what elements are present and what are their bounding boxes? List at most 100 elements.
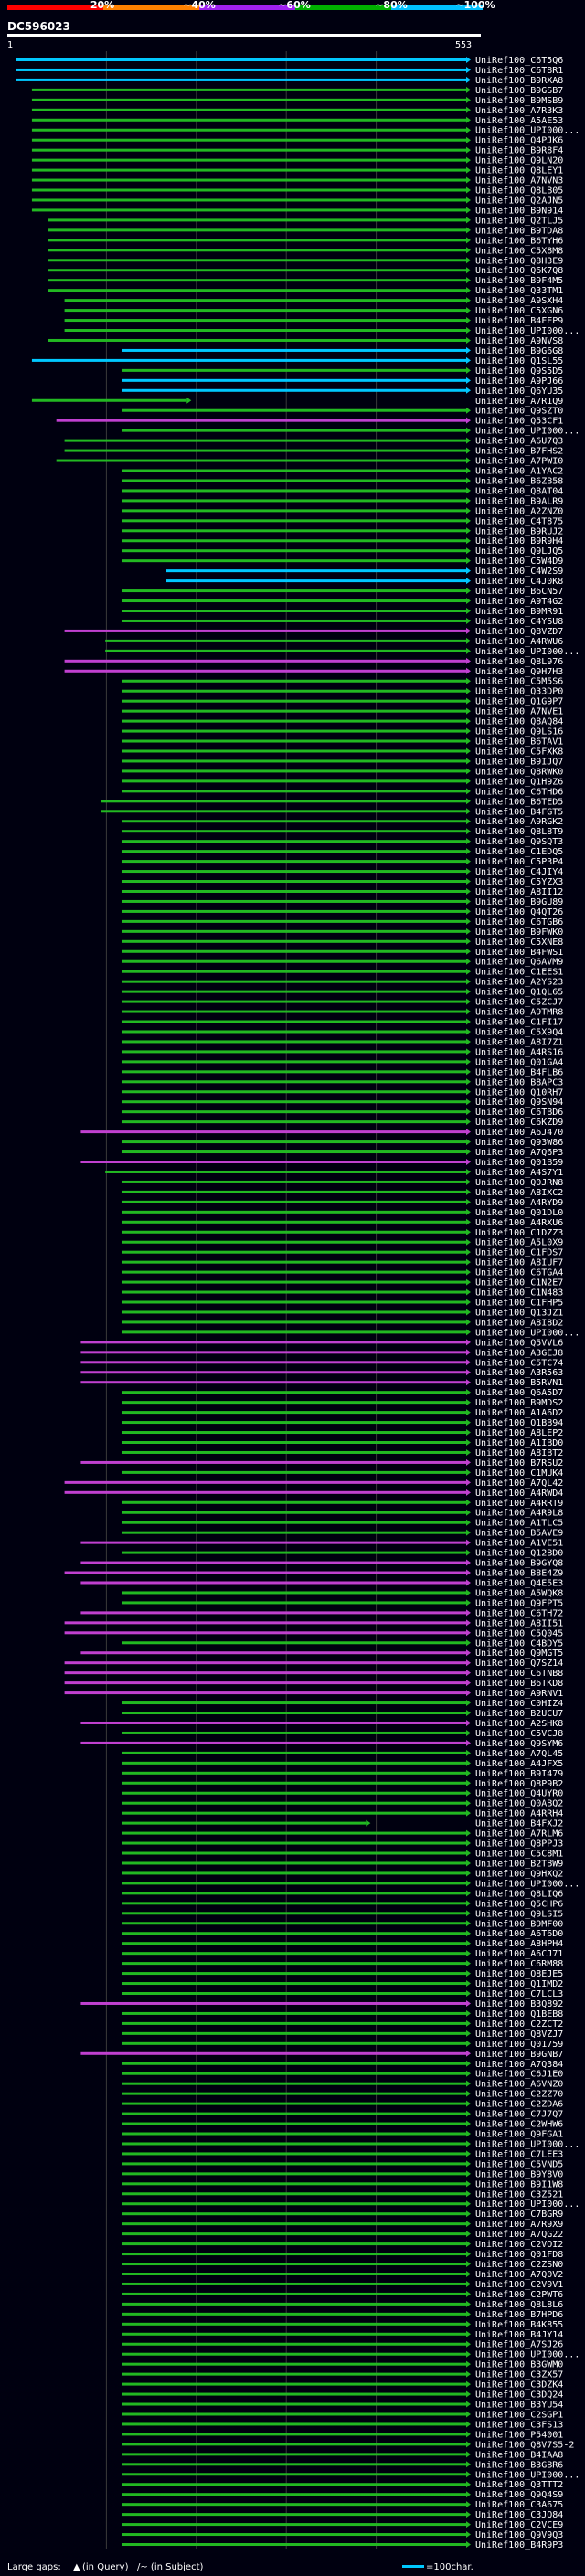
hit-label[interactable]: UniRef100_B3Q892 <box>475 1999 563 2009</box>
hit-bar[interactable] <box>121 1591 466 1595</box>
hit-label[interactable]: UniRef100_Q13JZ1 <box>475 1308 563 1318</box>
hit-bar[interactable] <box>121 2412 466 2416</box>
hit-row[interactable]: UniRef100_C3FS13 <box>121 2420 563 2430</box>
hit-bar[interactable] <box>64 1480 466 1484</box>
hit-label[interactable]: UniRef100_A4JFX5 <box>475 1759 563 1769</box>
hit-row[interactable]: UniRef100_C5VCJ8 <box>121 1729 563 1739</box>
hit-bar[interactable] <box>121 860 466 864</box>
hit-bar[interactable] <box>121 348 466 352</box>
hit-row[interactable]: UniRef100_B9F4M5 <box>48 276 564 286</box>
hit-bar[interactable] <box>121 2072 466 2075</box>
hit-bar[interactable] <box>80 1721 467 1724</box>
hit-bar[interactable] <box>64 1691 466 1695</box>
hit-row[interactable]: UniRef100_C4J0K8 <box>166 577 563 587</box>
hit-bar[interactable] <box>48 338 467 342</box>
hit-row[interactable]: UniRef100_B9MSB9 <box>31 96 563 106</box>
hit-row[interactable]: UniRef100_B4FXJ2 <box>121 1819 563 1829</box>
hit-label[interactable]: UniRef100_Q6K7Q8 <box>475 266 563 276</box>
hit-label[interactable]: UniRef100_C2ZZ70 <box>475 2090 563 2100</box>
hit-row[interactable]: UniRef100_B9I479 <box>121 1769 563 1779</box>
hit-row[interactable]: UniRef100_C5FXK8 <box>121 747 563 757</box>
hit-row[interactable]: UniRef100_B6TKD8 <box>64 1679 564 1689</box>
hit-label[interactable]: UniRef100_UPI000... <box>475 2470 580 2480</box>
hit-label[interactable]: UniRef100_Q2AJN5 <box>475 196 563 206</box>
hit-label[interactable]: UniRef100_A2SHK8 <box>475 1719 563 1729</box>
hit-label[interactable]: UniRef100_C6TBD6 <box>475 1108 563 1118</box>
hit-row[interactable]: UniRef100_A8II51 <box>64 1618 564 1628</box>
hit-label[interactable]: UniRef100_Q9LSI5 <box>475 1909 563 1919</box>
hit-label[interactable]: UniRef100_A7R3K3 <box>475 106 563 116</box>
hit-row[interactable]: UniRef100_A4RYD9 <box>121 1198 563 1208</box>
hit-row[interactable]: UniRef100_A7Q0V2 <box>121 2270 563 2280</box>
hit-row[interactable]: UniRef100_A8II12 <box>121 887 563 897</box>
hit-row[interactable]: UniRef100_A4RRH4 <box>121 1809 563 1819</box>
hit-label[interactable]: UniRef100_B9R9H4 <box>475 536 563 546</box>
hit-row[interactable]: UniRef100_A8LEP2 <box>121 1428 563 1438</box>
hit-bar[interactable] <box>121 1712 466 1715</box>
hit-label[interactable]: UniRef100_C5ZCJ7 <box>475 998 563 1008</box>
hit-bar[interactable] <box>121 959 466 963</box>
hit-row[interactable]: UniRef100_A4RXU6 <box>121 1218 563 1228</box>
hit-bar[interactable] <box>121 599 466 603</box>
hit-row[interactable]: UniRef100_A5L0X9 <box>121 1238 563 1248</box>
hit-row[interactable]: UniRef100_A9TMR8 <box>121 1008 563 1018</box>
hit-bar[interactable] <box>121 1861 466 1865</box>
hit-label[interactable]: UniRef100_C3A675 <box>475 2500 563 2510</box>
hit-bar[interactable] <box>80 1541 467 1544</box>
hit-bar[interactable] <box>121 1050 466 1054</box>
hit-label[interactable]: UniRef100_B4FEP9 <box>475 316 563 326</box>
hit-row[interactable]: UniRef100_B4IAA8 <box>121 2450 563 2460</box>
hit-label[interactable]: UniRef100_A7Q384 <box>475 2060 563 2070</box>
hit-label[interactable]: UniRef100_A8IBT2 <box>475 1448 563 1458</box>
hit-bar[interactable] <box>56 419 466 422</box>
hit-row[interactable]: UniRef100_A1YAC2 <box>121 467 563 477</box>
hit-label[interactable]: UniRef100_A9PJ66 <box>475 376 563 387</box>
hit-label[interactable]: UniRef100_Q9SZT0 <box>475 407 563 417</box>
hit-row[interactable]: UniRef100_A1IBD0 <box>121 1438 563 1448</box>
hit-bar[interactable] <box>121 619 466 622</box>
hit-label[interactable]: UniRef100_C6RM88 <box>475 1959 563 1969</box>
hit-label[interactable]: UniRef100_B5RVN1 <box>475 1378 563 1388</box>
hit-row[interactable]: UniRef100_B9N914 <box>31 206 563 216</box>
hit-label[interactable]: UniRef100_C7LEE3 <box>475 2149 563 2159</box>
hit-bar[interactable] <box>121 1882 466 1885</box>
hit-bar[interactable] <box>121 2122 466 2125</box>
hit-label[interactable]: UniRef100_A1TLC5 <box>475 1519 563 1529</box>
hit-row[interactable]: UniRef100_Q9FGA1 <box>121 2130 563 2140</box>
hit-bar[interactable] <box>121 1300 466 1304</box>
hit-bar[interactable] <box>121 1440 466 1444</box>
hit-row[interactable]: UniRef100_C5W4D9 <box>121 557 563 567</box>
hit-label[interactable]: UniRef100_C0HIZ4 <box>475 1699 563 1709</box>
hit-row[interactable]: UniRef100_C1N2E7 <box>121 1278 563 1288</box>
hit-label[interactable]: UniRef100_C5C8M1 <box>475 1850 563 1860</box>
hit-label[interactable]: UniRef100_Q1QL65 <box>475 988 563 998</box>
hit-bar[interactable] <box>121 609 466 612</box>
hit-row[interactable]: UniRef100_B4JY14 <box>121 2330 563 2340</box>
hit-row[interactable]: UniRef100_C3ZX57 <box>121 2370 563 2380</box>
hit-bar[interactable] <box>121 2192 466 2196</box>
hit-row[interactable]: UniRef100_Q8V7S5-2 <box>121 2440 574 2450</box>
hit-row[interactable]: UniRef100_C1FDS7 <box>121 1248 563 1258</box>
hit-row[interactable]: UniRef100_A6T6D0 <box>121 1929 563 1939</box>
hit-row[interactable]: UniRef100_C1EES1 <box>121 968 563 978</box>
hit-label[interactable]: UniRef100_A2ZNZ0 <box>475 506 563 516</box>
hit-label[interactable]: UniRef100_Q12BD0 <box>475 1549 563 1559</box>
hit-bar[interactable] <box>121 1932 466 1935</box>
hit-bar[interactable] <box>80 1341 467 1344</box>
hit-bar[interactable] <box>121 2021 466 2025</box>
hit-bar[interactable] <box>121 1230 466 1234</box>
hit-bar[interactable] <box>121 1731 466 1734</box>
hit-row[interactable]: UniRef100_Q8EJE5 <box>121 1969 563 1979</box>
hit-row[interactable]: UniRef100_Q9LSI5 <box>121 1909 563 1919</box>
hit-label[interactable]: UniRef100_B9GNB7 <box>475 2050 563 2060</box>
hit-row[interactable]: UniRef100_Q6AVM9 <box>121 958 563 968</box>
hit-label[interactable]: UniRef100_C3DZK4 <box>475 2380 563 2390</box>
hit-label[interactable]: UniRef100_Q9Q4S9 <box>475 2490 563 2500</box>
hit-bar[interactable] <box>48 218 467 222</box>
hit-bar[interactable] <box>31 168 466 172</box>
hit-row[interactable]: UniRef100_C1MUK4 <box>121 1468 563 1479</box>
hit-row[interactable]: UniRef100_Q4E5E3 <box>80 1578 563 1588</box>
hit-label[interactable]: UniRef100_B7FHS2 <box>475 447 563 457</box>
hit-label[interactable]: UniRef100_Q01FD8 <box>475 2250 563 2260</box>
hit-label[interactable]: UniRef100_Q0JRN8 <box>475 1178 563 1188</box>
